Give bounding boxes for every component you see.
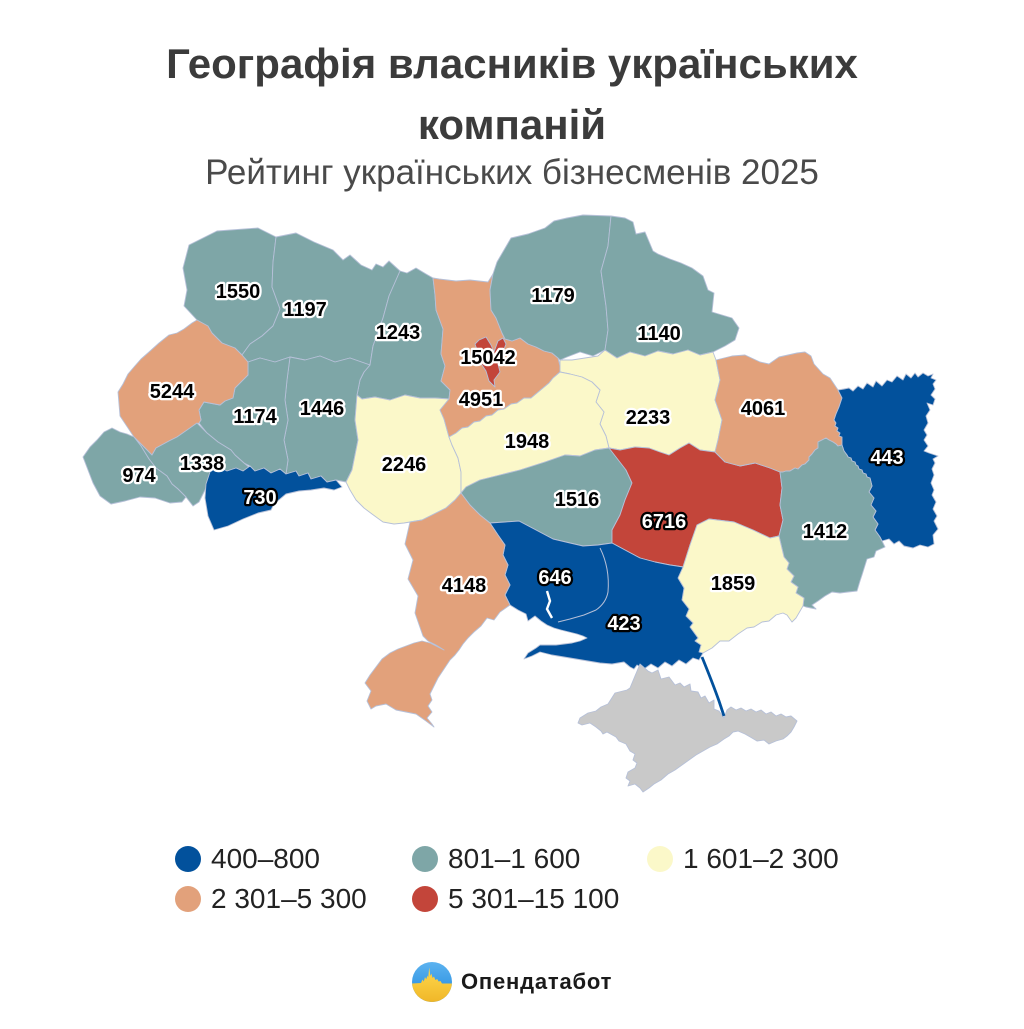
svg-text:1197: 1197 bbox=[283, 299, 326, 321]
svg-text:423: 423 bbox=[607, 613, 640, 635]
svg-text:1550: 1550 bbox=[216, 281, 261, 303]
svg-text:6716: 6716 bbox=[642, 511, 687, 533]
svg-text:1516: 1516 bbox=[555, 489, 600, 511]
svg-text:4951: 4951 bbox=[459, 389, 504, 411]
svg-text:730: 730 bbox=[243, 487, 276, 509]
svg-text:1948: 1948 bbox=[505, 431, 550, 453]
svg-text:1140: 1140 bbox=[637, 323, 680, 345]
svg-text:1179: 1179 bbox=[531, 285, 574, 307]
svg-text:1174: 1174 bbox=[233, 406, 277, 428]
svg-text:4148: 4148 bbox=[442, 575, 487, 597]
svg-text:2246: 2246 bbox=[382, 454, 427, 476]
svg-text:15042: 15042 bbox=[460, 347, 516, 369]
svg-text:974: 974 bbox=[122, 465, 156, 487]
svg-text:1243: 1243 bbox=[376, 322, 421, 344]
svg-text:646: 646 bbox=[538, 567, 571, 589]
svg-text:1412: 1412 bbox=[803, 521, 848, 543]
svg-text:5244: 5244 bbox=[150, 381, 195, 403]
svg-text:443: 443 bbox=[870, 447, 903, 469]
svg-text:2233: 2233 bbox=[626, 407, 671, 429]
svg-text:1338: 1338 bbox=[180, 453, 225, 475]
svg-text:4061: 4061 bbox=[741, 398, 786, 420]
svg-text:1859: 1859 bbox=[711, 573, 756, 595]
svg-text:1446: 1446 bbox=[300, 398, 345, 420]
